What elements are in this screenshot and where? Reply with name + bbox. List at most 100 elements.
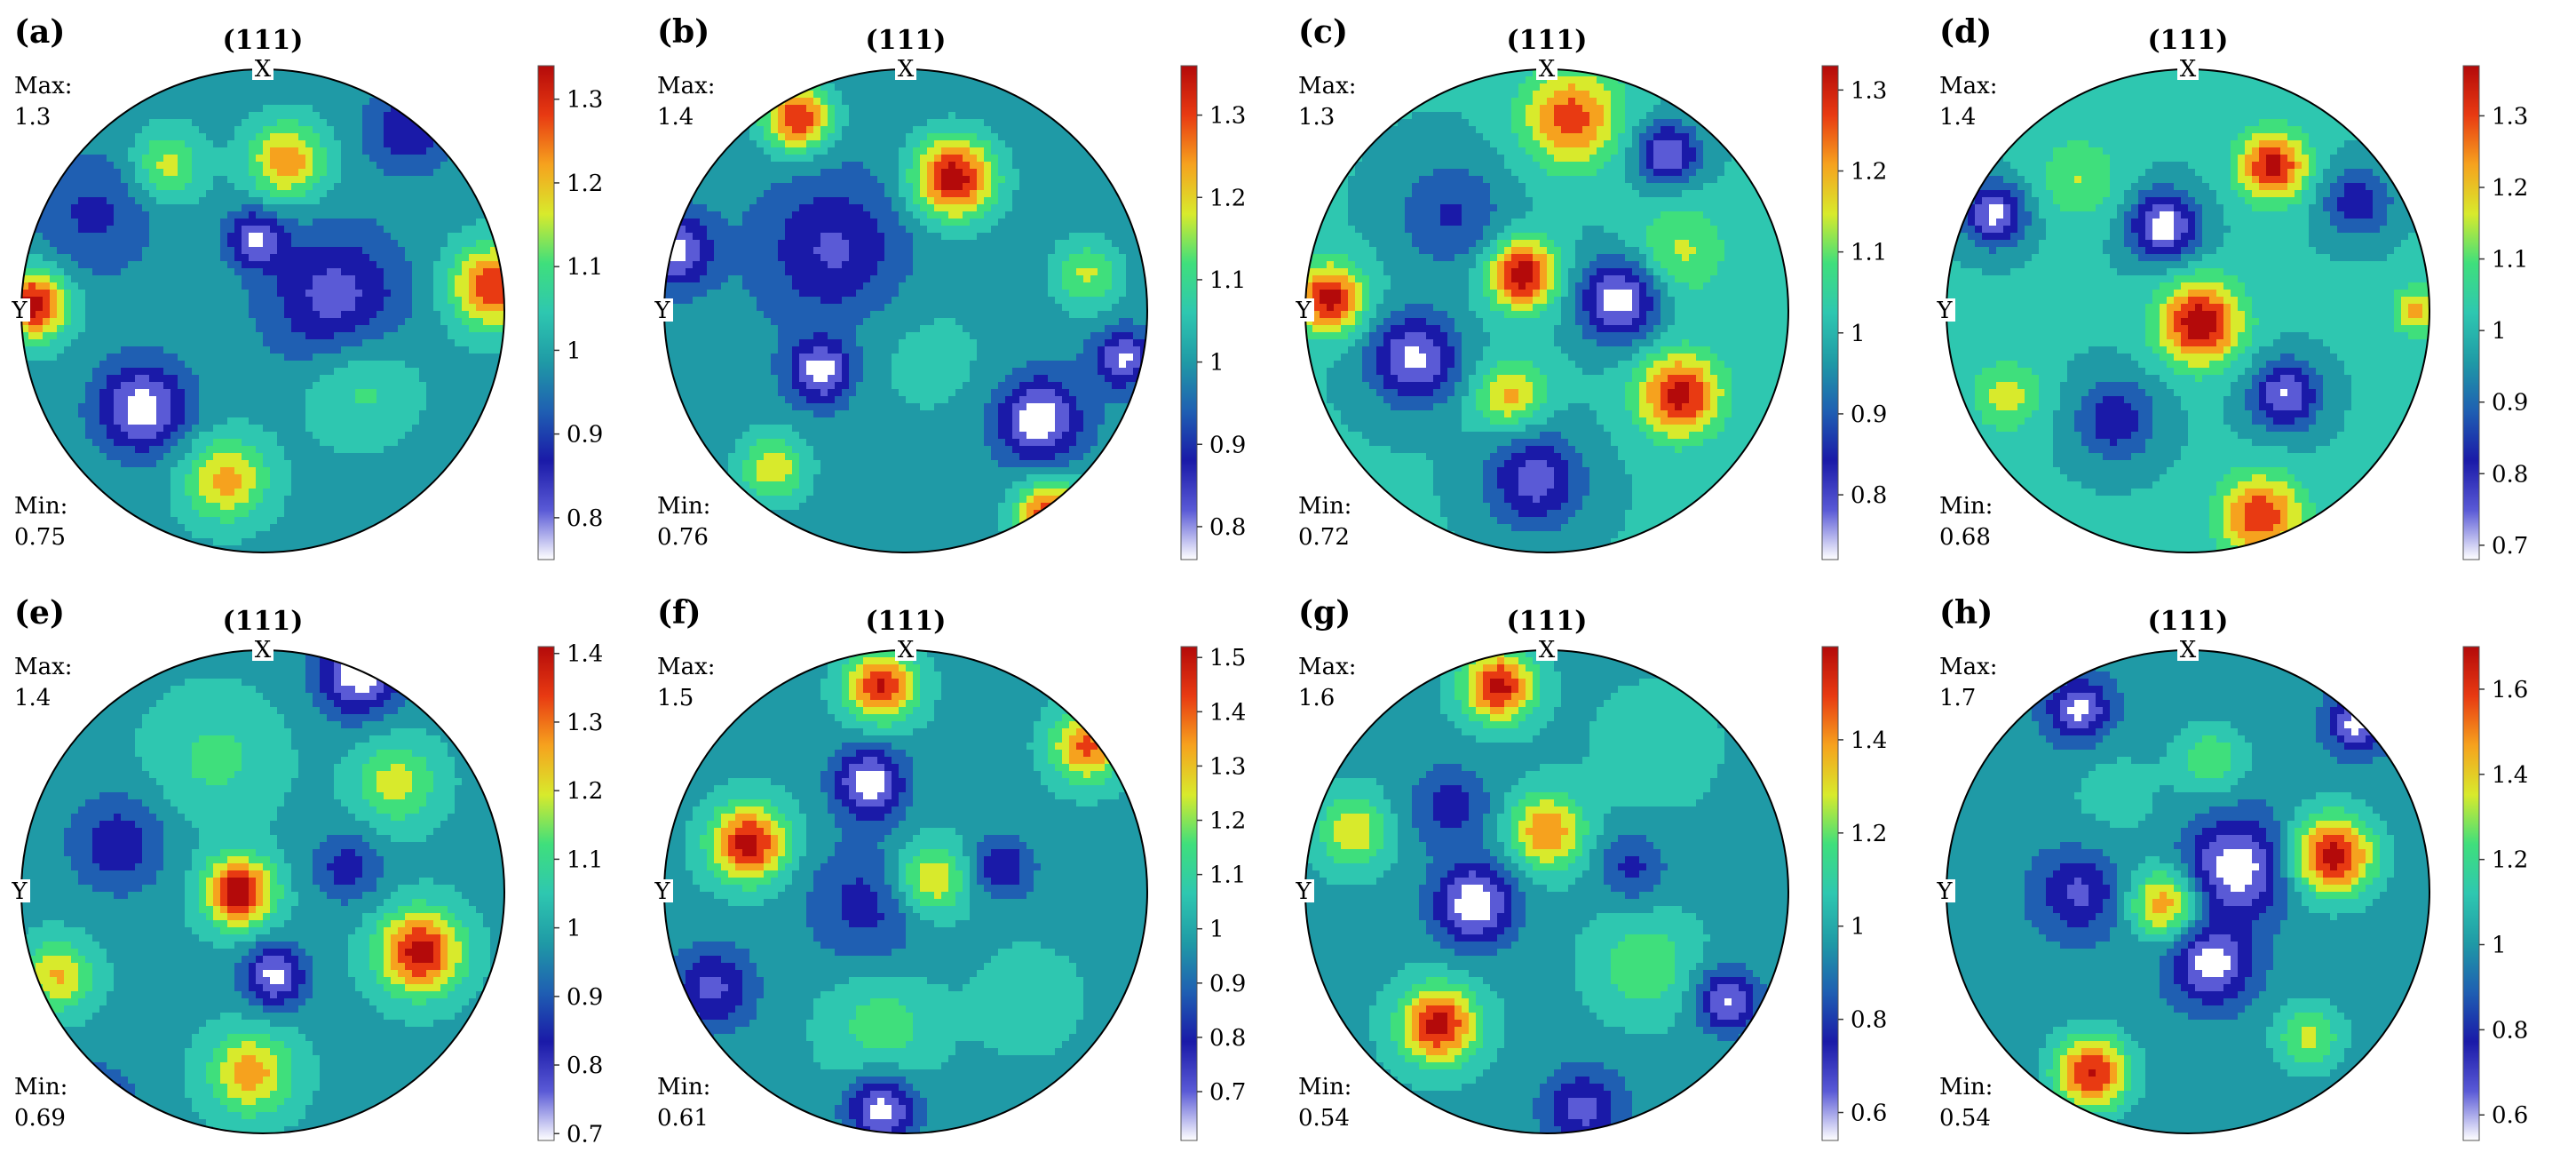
contour-cell [355,361,363,369]
contour-cell [234,226,242,234]
contour-cell [220,190,228,198]
contour-cell [99,403,107,411]
contour-cell [913,119,921,127]
contour-cell [71,304,79,312]
contour-cell [170,474,178,482]
contour-cell [234,510,242,518]
contour-cell [490,268,498,276]
contour-cell [341,403,349,411]
contour-cell [405,453,413,461]
contour-cell [270,275,278,283]
contour-cell [376,140,384,148]
contour-cell [121,453,129,461]
contour-cell [199,332,207,340]
contour-cell [497,339,504,347]
contour-cell [85,432,93,440]
contour-cell [426,403,434,411]
contour-cell [234,503,242,511]
contour-cell [419,190,427,198]
contour-cell [277,83,285,91]
contour-cell [206,417,214,425]
contour-cell [1048,147,1056,155]
contour-cell [884,112,892,120]
contour-cell [227,531,235,539]
contour-cell [412,297,420,305]
contour-cell [892,76,900,84]
contour-cell [242,446,250,454]
contour-cell [185,425,193,433]
contour-cell [341,226,349,234]
contour-cell [199,375,207,383]
contour-cell [913,226,921,234]
contour-cell [792,219,800,226]
contour-cell [320,432,328,440]
contour-cell [913,155,921,163]
contour-cell [199,98,207,106]
contour-cell [242,417,250,425]
contour-cell [856,190,864,198]
contour-cell [828,204,836,212]
contour-cell [348,83,356,91]
contour-cell [291,517,299,525]
contour-cell [178,382,186,390]
contour-cell [28,297,36,305]
contour-cell [185,517,193,525]
contour-cell [71,417,79,425]
contour-cell [870,219,878,226]
contour-cell [391,496,399,504]
contour-cell [220,467,228,475]
contour-cell [899,83,907,91]
contour-cell [263,290,271,298]
contour-cell [291,460,299,468]
contour-cell [121,446,129,454]
contour-cell [156,489,164,497]
contour-cell [863,176,871,184]
contour-cell [57,240,65,248]
contour-cell [256,204,264,212]
contour-cell [249,503,257,511]
contour-cell [220,119,228,127]
contour-cell [327,140,335,148]
contour-cell [71,396,79,404]
contour-cell [263,425,271,433]
contour-cell [92,240,100,248]
contour-cell [199,361,207,369]
contour-cell [455,290,463,298]
contour-cell [398,204,406,212]
contour-cell [920,133,928,141]
contour-cell [941,204,949,212]
contour-cell [149,403,157,411]
contour-cell [728,162,736,170]
contour-cell [799,98,807,106]
contour-cell [199,474,207,482]
contour-cell [270,446,278,454]
contour-cell [227,197,235,205]
contour-cell [249,162,257,170]
contour-cell [362,410,370,418]
contour-cell [376,91,384,99]
contour-cell [213,489,221,497]
contour-cell [305,126,313,134]
contour-cell [920,112,928,120]
contour-cell [305,403,313,411]
contour-cell [970,183,978,191]
contour-cell [448,368,456,376]
contour-cell [85,211,93,219]
contour-cell [277,219,285,226]
contour-cell [778,219,786,226]
contour-cell [192,531,200,539]
contour-cell [384,211,392,219]
contour-cell [899,119,907,127]
contour-cell [284,282,292,290]
contour-cell [963,183,971,191]
contour-cell [376,290,384,298]
contour-cell [85,425,93,433]
contour-cell [227,176,235,184]
contour-cell [149,204,157,212]
contour-cell [376,417,384,425]
contour-cell [156,389,164,397]
contour-cell [355,183,363,191]
contour-cell [277,375,285,383]
contour-cell [234,204,242,212]
contour-cell [170,489,178,497]
